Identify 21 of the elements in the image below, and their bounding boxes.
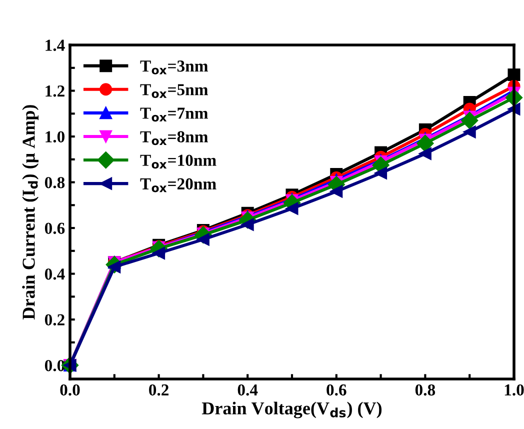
- y-tick-label: 0.8: [44, 176, 65, 188]
- y-tick-label: 1.2: [46, 86, 64, 97]
- x-tick-label: 1.0: [504, 384, 524, 396]
- x-tick-label: 0.4: [238, 384, 258, 396]
- y-tick-label: 0.6: [44, 222, 65, 234]
- y-tick-label: 1.4: [46, 40, 65, 52]
- legend-label: T$_{ox}$=5nm: [140, 84, 208, 98]
- legend-label: T$_{ox}$=3nm: [140, 60, 208, 74]
- x-tick-label: 0.2: [149, 384, 168, 396]
- y-tick-label: 1.0: [46, 131, 65, 143]
- y-axis-title: Drain Current (I$_{d}$) (μ Amp): [22, 105, 39, 320]
- y-tick-label: 0.4: [44, 268, 65, 280]
- x-tick-label: 0.0: [60, 384, 80, 396]
- x-tick-label: 0.6: [326, 384, 346, 396]
- legend-label: T$_{ox}$=8nm: [140, 131, 208, 146]
- legend-label: T$_{ox}$=7nm: [140, 108, 208, 122]
- legend-label: T$_{ox}$=20nm: [140, 178, 216, 192]
- x-axis-title: Drain Voltage(V$_{ds}$) (V): [202, 402, 382, 418]
- x-tick-label: 0.8: [415, 384, 436, 396]
- legend-label: T$_{ox}$=10nm: [140, 154, 216, 169]
- y-tick-label: 0.2: [44, 314, 64, 326]
